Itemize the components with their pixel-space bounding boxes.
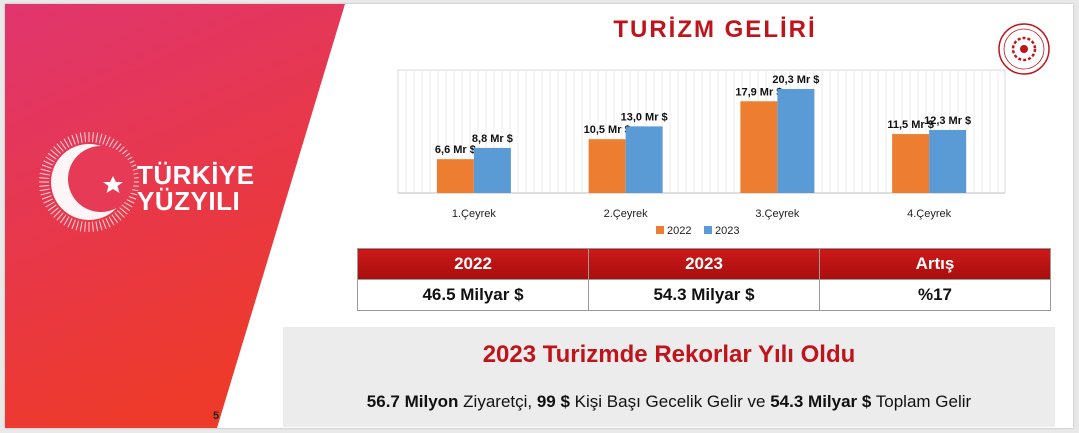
slide: TÜRKİYE YÜZYILI 5 TURİZM GELİRİ 6,6 Mr $…	[5, 4, 1073, 428]
data-label: 10,5 Mr $	[584, 124, 631, 136]
x-tick-label: 2.Çeyrek	[604, 208, 649, 220]
data-label: 6,6 Mr $	[435, 144, 476, 156]
legend-swatch-2022	[656, 226, 664, 234]
table-cell-increase: %17	[819, 279, 1051, 311]
x-tick-label: 4.Çeyrek	[907, 208, 952, 220]
table-cell-2022: 46.5 Milyar $	[357, 279, 589, 311]
table-header-2022: 2022	[357, 248, 589, 280]
table-header-increase: Artış	[819, 248, 1051, 280]
legend-label: 2023	[715, 225, 739, 237]
revenue-table: 2022 2023 Artış 46.5 Milyar $ 54.3 Milya…	[357, 248, 1051, 311]
table-cell-2023: 54.3 Milyar $	[588, 279, 820, 311]
summary-headline: 2023 Turizmde Rekorlar Yılı Oldu	[482, 341, 856, 368]
table-row: 46.5 Milyar $ 54.3 Milyar $ %17	[357, 279, 1051, 311]
x-tick-label: 1.Çeyrek	[452, 208, 497, 220]
sunburst-logo-icon	[39, 132, 139, 232]
visitors-text: Ziyaretçi,	[458, 392, 537, 411]
brand-line1: TÜRKİYE	[137, 160, 255, 190]
total-value: 54.3 Milyar $	[770, 392, 872, 411]
star-icon	[103, 176, 123, 193]
page-number: 5	[213, 410, 220, 422]
table-header-2023: 2023	[588, 248, 820, 280]
bar-2023-4	[929, 129, 967, 193]
bar-2023-1	[473, 147, 511, 193]
summary-subline: 56.7 Milyon Ziyaretçi, 99 $ Kişi Başı Ge…	[283, 391, 1055, 413]
bar-2023-3	[777, 88, 815, 193]
data-label: 13,0 Mr $	[621, 111, 668, 123]
slide-title: TURİZM GELİRİ	[613, 16, 817, 43]
revenue-chart: 6,6 Mr $8,8 Mr $ 1.Çeyrek 10,5 Mr $13,0 Mr…	[397, 69, 1006, 237]
legend-swatch-2023	[704, 226, 712, 234]
bar-2022-1	[436, 159, 474, 193]
visitors-value: 56.7 Milyon	[366, 392, 459, 411]
bar-2022-3	[740, 101, 778, 193]
brand-panel-background	[5, 4, 345, 428]
legend-label: 2022	[667, 225, 691, 237]
ministry-seal-icon	[998, 23, 1050, 75]
brand-panel: TÜRKİYE YÜZYILI 5	[5, 4, 385, 428]
per-night-value: 99 $	[536, 392, 570, 411]
brand-line2: YÜZYILI	[137, 186, 241, 216]
summary-box: 2023 Turizmde Rekorlar Yılı Oldu 56.7 Mi…	[283, 327, 1055, 427]
data-label: 11,5 Mr $	[887, 119, 933, 131]
data-label: 17,9 Mr $	[735, 86, 782, 98]
data-label: 8,8 Mr $	[472, 133, 513, 145]
table-header-row: 2022 2023 Artış	[357, 248, 1051, 280]
data-label: 12,3 Mr $	[924, 115, 971, 127]
data-label: 20,3 Mr $	[772, 74, 819, 86]
x-tick-label: 3.Çeyrek	[755, 208, 800, 220]
bar-2022-2	[588, 139, 626, 193]
bar-2023-2	[625, 126, 663, 193]
total-text: Toplam Gelir	[871, 392, 972, 411]
per-night-text: Kişi Başı Gecelik Gelir ve	[569, 392, 771, 411]
bar-2022-4	[892, 134, 930, 193]
